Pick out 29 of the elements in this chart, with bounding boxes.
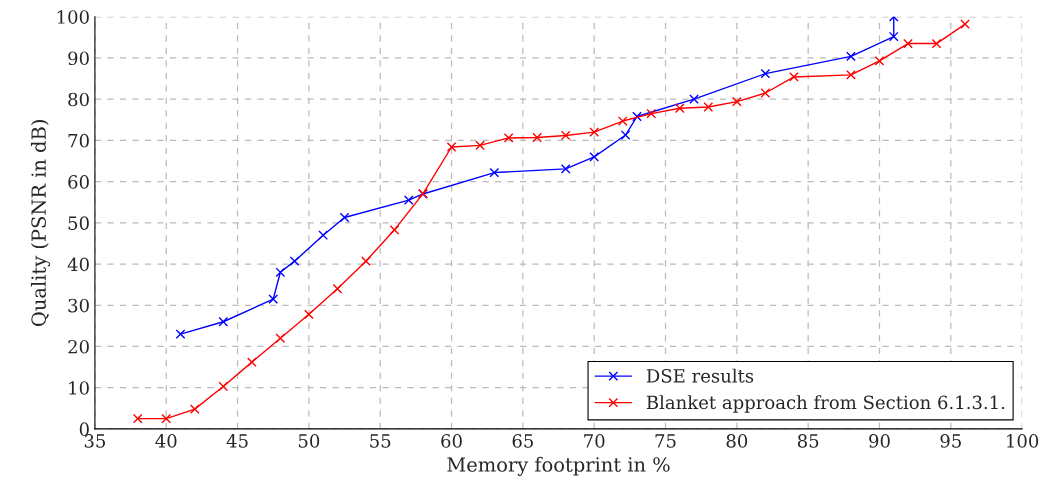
- x-tick-label: 40: [155, 434, 177, 448]
- y-tick-label: 0: [79, 422, 89, 437]
- y-tick-label: 70: [68, 133, 89, 148]
- x-tick-label: 70: [584, 434, 605, 448]
- y-tick-label: 80: [68, 92, 89, 107]
- x-tick-label: 100: [1007, 434, 1039, 448]
- x-tick-label: 60: [441, 434, 462, 448]
- y-tick-label: 20: [68, 339, 89, 354]
- x-tick-label: 45: [226, 434, 248, 448]
- x-tick-label: 95: [940, 434, 961, 448]
- x-tick-label: 35: [84, 434, 106, 448]
- legend-label: Blanket approach from Section 6.1.3.1.: [646, 395, 1005, 413]
- x-tick-label: 75: [655, 434, 676, 448]
- x-tick-label: 65: [512, 434, 533, 448]
- y-tick-label: 90: [68, 51, 89, 66]
- legend-label: DSE results: [646, 368, 754, 383]
- y-tick-label: 50: [68, 216, 89, 230]
- y-tick-label: 100: [57, 10, 89, 24]
- x-tick-label: 80: [726, 434, 748, 448]
- y-tick-label: 30: [68, 298, 89, 313]
- x-axis-title: Memory footprint in %: [447, 456, 670, 476]
- y-tick-label: 10: [69, 381, 89, 395]
- x-tick-label: 85: [797, 434, 819, 448]
- x-tick-label: 55: [370, 434, 391, 448]
- y-tick-label: 60: [68, 175, 89, 189]
- y-tick-label: 40: [67, 257, 89, 272]
- x-tick-label: 50: [298, 434, 320, 448]
- y-axis-title: Quality (PSNR in dB): [30, 120, 51, 327]
- x-tick-label: 90: [869, 434, 890, 448]
